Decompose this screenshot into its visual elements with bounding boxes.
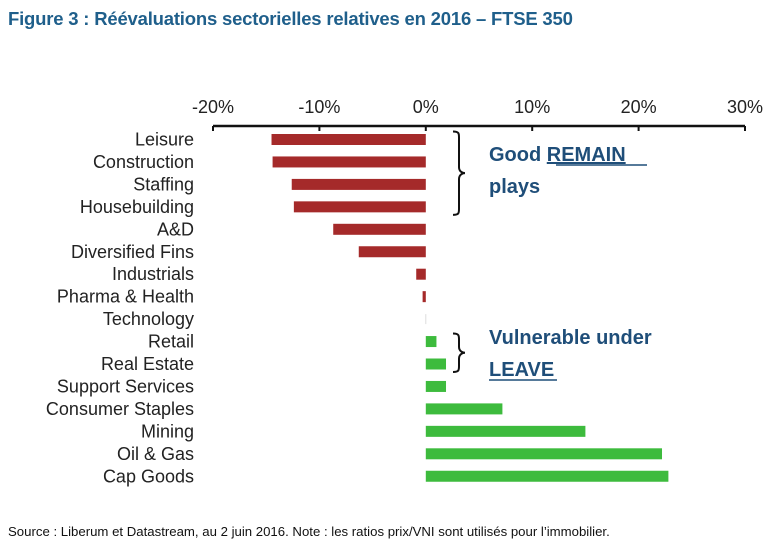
bar [425,425,586,437]
bar [416,268,426,280]
annotation-underlined: REMAIN [547,144,626,166]
annotation-vulnerable-line2: LEAVE [489,359,554,381]
bar [271,134,426,145]
bar [291,178,426,190]
bars [271,134,669,482]
category-label: Industrials [112,264,194,284]
bar [425,336,437,348]
x-axis: -20% -10% 0% 10% 20% 30% [192,97,763,131]
x-tick-label: 10% [514,97,550,117]
x-tick-label: 30% [727,97,763,117]
bar [425,380,447,392]
bar [272,156,426,168]
x-tick-label: -20% [192,97,234,117]
category-label: Support Services [57,376,194,396]
annotation-good-remain: Good REMAIN [489,144,626,166]
annotation-text: Good [489,144,547,166]
bar [425,358,447,370]
category-label: Pharma & Health [57,287,194,307]
source-note: Source : Liberum et Datastream, au 2 jui… [8,524,610,539]
category-label: Mining [141,421,194,441]
bar [358,246,426,258]
bar [425,403,503,415]
x-tick-label: -10% [298,97,340,117]
figure-title: Figure 3 : Réévaluations sectorielles re… [8,8,573,29]
category-label: A&D [157,219,194,239]
category-label: Retail [148,332,194,352]
category-label: Oil & Gas [117,444,194,464]
category-label: Leisure [135,130,194,150]
category-label: Housebuilding [80,197,194,217]
bracket [452,332,466,373]
annotation-vulnerable: Vulnerable under [489,327,652,349]
category-label: Construction [93,152,194,172]
category-label: Technology [103,309,194,329]
bar [422,291,426,303]
bar [425,448,663,460]
category-label: Staffing [133,174,194,194]
category-label: Real Estate [101,354,194,374]
category-label: Diversified Fins [71,242,194,262]
bar [425,470,669,482]
bar [293,201,426,213]
category-label: Consumer Staples [46,399,194,419]
bracket [452,130,466,216]
bar [333,223,426,235]
x-tick-label: 20% [621,97,657,117]
annotation-good-remain-line2: plays [489,176,540,198]
category-label: Cap Goods [103,466,194,486]
x-tick-label: 0% [413,97,439,117]
annotations: Good REMAIN plays Vulnerable under LEAVE [452,130,652,381]
